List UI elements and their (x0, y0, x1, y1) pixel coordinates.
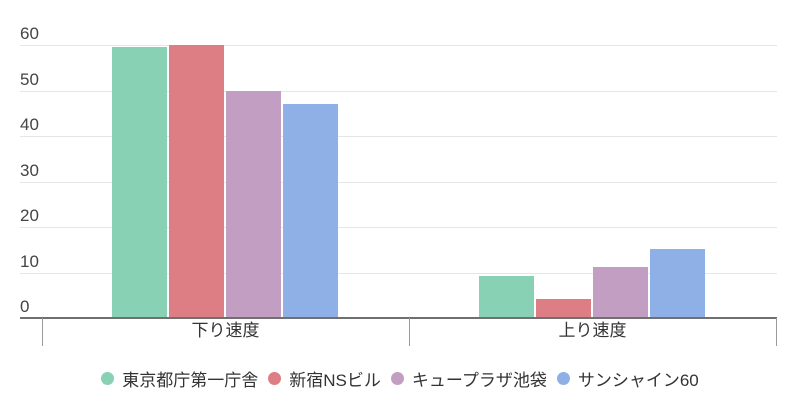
gridline (20, 227, 777, 228)
legend-label: 新宿NSビル (289, 371, 381, 390)
legend-item-qplaza[interactable]: キュープラザ池袋 (390, 366, 547, 391)
legend-label: 東京都庁第一庁舎 (122, 371, 259, 390)
legend-label: サンシャイン60 (577, 371, 699, 390)
legend-item-tocho[interactable]: 東京都庁第一庁舎 (101, 366, 258, 391)
gridline (20, 45, 777, 46)
x-label-upload: 上り速度 (558, 321, 627, 340)
y-tick-label: 30 (20, 160, 39, 180)
bar[interactable] (593, 267, 648, 318)
legend-label: キュープラザ池袋 (411, 371, 547, 390)
y-tick-label: 50 (20, 69, 39, 89)
gridline (20, 272, 777, 274)
gridline (20, 181, 777, 183)
bar[interactable] (479, 276, 534, 318)
legend-item-sunshine60[interactable]: サンシャイン60 (556, 366, 699, 391)
y-tick-label: 10 (20, 251, 39, 271)
y-tick-label: 20 (20, 206, 39, 225)
legend-dot-icon (390, 372, 404, 385)
y-tick-label: 60 (20, 24, 39, 43)
y-tick-label: 40 (20, 115, 39, 134)
x-axis-tick (42, 318, 43, 346)
y-tick-label: 0 (20, 297, 30, 316)
legend-dot-icon (101, 372, 115, 385)
gridline (20, 90, 777, 92)
gridline (20, 136, 777, 137)
bar[interactable] (650, 248, 705, 318)
x-axis-baseline (20, 317, 777, 319)
bar[interactable] (283, 104, 338, 318)
bar[interactable] (536, 298, 591, 318)
x-axis-tick (409, 318, 410, 346)
bar[interactable] (226, 90, 281, 318)
legend-dot-icon (268, 372, 282, 385)
bar[interactable] (112, 47, 167, 318)
bar[interactable] (169, 45, 224, 318)
legend-item-shinjuku-ns[interactable]: 新宿NSビル (268, 366, 381, 391)
x-axis-tick (776, 318, 777, 346)
x-label-download: 下り速度 (191, 321, 260, 340)
legend-dot-icon (556, 372, 570, 385)
legend: 東京都庁第一庁舎 新宿NSビル キュープラザ池袋 サンシャイン60 (0, 366, 800, 391)
